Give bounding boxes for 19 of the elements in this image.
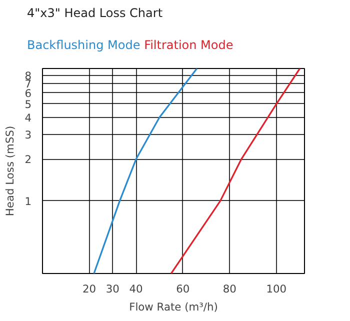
x-tick-label: 60: [176, 282, 190, 296]
y-tick-label: 5: [24, 98, 32, 111]
x-tick-label: 80: [222, 282, 237, 296]
y-tick-label: 4: [24, 111, 32, 124]
x-tick-label: 40: [129, 282, 144, 296]
line-series: [170, 68, 301, 274]
x-tick-label: 20: [82, 282, 96, 296]
y-tick-label: 1: [24, 194, 32, 208]
chart-title: 4"x3" Head Loss Chart: [27, 5, 163, 22]
text: Filtration Mode: [144, 38, 234, 52]
x-tick-label: 100: [266, 282, 287, 296]
x-tick-label: 30: [106, 282, 120, 296]
y-tick-label: 3: [24, 128, 32, 142]
y-tick-label: 6: [24, 86, 32, 100]
line-series: [93, 68, 198, 274]
text: Backflushing Mode: [27, 38, 140, 52]
x-axis-title: Flow Rate (m³/h): [129, 300, 218, 314]
y-axis-title: Head Loss (mSS): [4, 126, 17, 216]
y-tick-label: 2: [24, 153, 32, 166]
